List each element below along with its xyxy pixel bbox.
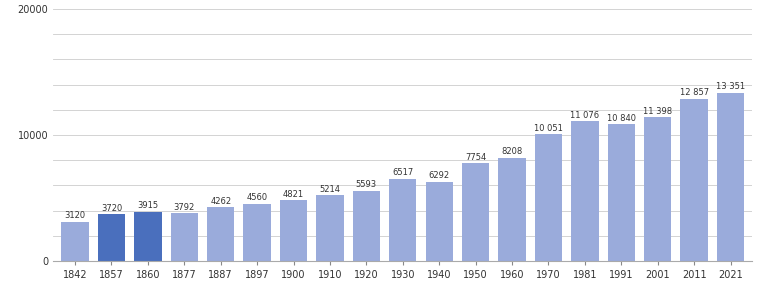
Bar [98,214,125,261]
Text: 7754: 7754 [465,153,486,162]
Text: 12 857: 12 857 [679,88,708,98]
Text: 11 076: 11 076 [570,111,600,120]
Text: 8208: 8208 [502,147,523,156]
Text: 5593: 5593 [356,180,377,189]
Text: 10 840: 10 840 [606,114,636,123]
Bar [535,134,562,261]
Bar [572,122,599,261]
Bar [462,163,489,261]
Text: 13 351: 13 351 [716,82,745,91]
Bar [280,200,307,261]
Bar [499,158,526,261]
Text: 10 051: 10 051 [534,124,563,133]
Text: 6517: 6517 [392,168,413,177]
Bar [316,195,344,261]
Text: 4560: 4560 [246,193,268,202]
Text: 4821: 4821 [283,190,304,199]
Text: 3720: 3720 [101,204,122,213]
Bar [353,190,380,261]
Text: 4262: 4262 [211,197,231,206]
Text: 5214: 5214 [319,185,340,194]
Bar [389,179,416,261]
Bar [680,99,708,261]
Bar [426,182,453,261]
Bar [62,222,89,261]
Bar [243,203,271,261]
Bar [171,213,198,261]
Text: 3120: 3120 [65,211,86,220]
Text: 11 398: 11 398 [643,107,673,116]
Text: 3915: 3915 [138,201,158,210]
Bar [135,212,162,261]
Bar [608,124,635,261]
Text: 3792: 3792 [174,203,195,212]
Bar [644,117,671,261]
Bar [207,207,234,261]
Text: 6292: 6292 [429,171,450,180]
Bar [717,93,744,261]
